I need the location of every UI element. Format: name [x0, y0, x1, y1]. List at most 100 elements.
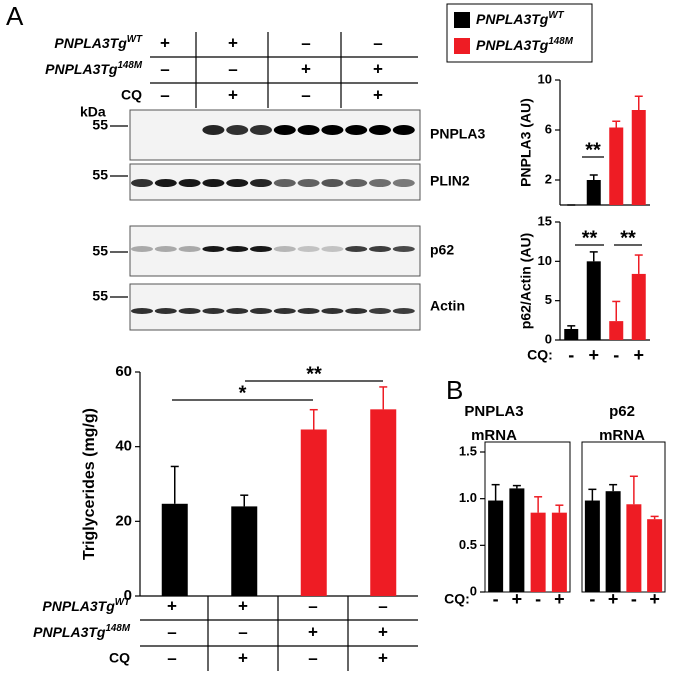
blot-band	[273, 246, 296, 252]
blot-band	[154, 246, 177, 252]
blot-band	[226, 125, 249, 135]
bar	[584, 500, 600, 592]
cell: –	[373, 33, 382, 52]
blot-band	[345, 308, 368, 314]
blot-band	[178, 246, 201, 252]
kda-marker: 55	[92, 117, 108, 133]
cell: –	[160, 59, 169, 78]
cell: –	[308, 596, 317, 615]
cell: +	[308, 622, 318, 641]
y-tick-label: 0	[545, 331, 552, 346]
blot-band	[178, 179, 201, 187]
x-tick-label: -	[568, 345, 574, 365]
cell: +	[228, 33, 238, 52]
x-tick-label: -	[535, 589, 541, 609]
bar	[586, 261, 601, 340]
label-base: PNPLA3Tg	[33, 624, 106, 640]
blot-band	[273, 125, 296, 135]
blot-band	[369, 308, 391, 314]
legend-box	[446, 3, 593, 63]
blot-band	[202, 179, 225, 187]
significance: **	[582, 227, 598, 249]
blot-band	[226, 179, 249, 187]
bar	[509, 488, 525, 592]
blot-band	[250, 246, 272, 252]
blot-label: PLIN2	[430, 173, 470, 189]
bar	[609, 127, 624, 205]
blot-band	[273, 179, 296, 187]
blot-label: PNPLA3	[430, 126, 485, 142]
y-tick-label: 5	[545, 292, 552, 307]
cell: –	[167, 622, 176, 641]
blot-band	[154, 308, 177, 314]
cell: –	[308, 648, 317, 667]
chart-title: mRNA	[471, 427, 517, 444]
blot-band	[202, 125, 225, 135]
blot-band	[226, 308, 249, 314]
blot-label: Actin	[430, 298, 465, 314]
bar	[530, 512, 546, 592]
blot-band	[297, 179, 320, 187]
blot-band	[369, 179, 391, 187]
bar	[370, 409, 397, 596]
cell: +	[373, 59, 383, 78]
cell: +	[301, 59, 311, 78]
label-sup: WT	[127, 34, 143, 45]
row-label: PNPLA3TgWT	[42, 597, 131, 614]
label-sup: WT	[548, 10, 564, 21]
blot-band	[154, 179, 177, 187]
cq-label: CQ:	[527, 347, 553, 363]
label-base: PNPLA3Tg	[476, 37, 549, 53]
y-tick-label: 15	[538, 213, 552, 228]
row-label: PNPLA3Tg148M	[45, 60, 143, 77]
cell: –	[238, 622, 247, 641]
plot-frame	[581, 441, 666, 593]
y-tick-label: 6	[545, 121, 552, 136]
cq-label: CQ:	[444, 591, 470, 607]
blot-band	[321, 179, 344, 187]
blot-band	[392, 179, 415, 187]
y-tick-label: 40	[115, 438, 132, 455]
y-axis-label: PNPLA3 (AU)	[518, 98, 534, 187]
blot-band	[369, 246, 391, 252]
blot-band	[392, 246, 415, 252]
blot-band	[131, 179, 153, 187]
bar	[161, 503, 188, 596]
blot-band	[297, 125, 320, 135]
significance: **	[620, 227, 636, 249]
row-label: CQ	[109, 650, 130, 666]
x-tick-label: +	[649, 589, 660, 609]
bar	[609, 321, 624, 340]
bar	[231, 506, 258, 596]
cell: +	[160, 33, 170, 52]
blot-band	[250, 179, 272, 187]
label-sup: 148M	[117, 60, 142, 71]
blot	[129, 283, 421, 331]
blot-band	[131, 308, 153, 314]
blot	[129, 109, 421, 161]
blot-band	[226, 246, 249, 252]
blot-band	[250, 308, 272, 314]
blot-band	[321, 308, 344, 314]
cell: –	[228, 59, 237, 78]
bar	[551, 512, 567, 592]
blot-band	[131, 246, 153, 252]
row-label: PNPLA3Tg148M	[33, 623, 131, 640]
blot-band	[321, 125, 344, 135]
blot-label: p62	[430, 242, 454, 258]
cell: +	[378, 622, 388, 641]
chart-title: mRNA	[599, 427, 645, 444]
blot-band	[250, 125, 272, 135]
y-tick-label: 0	[124, 587, 132, 604]
panel-letter: A	[6, 1, 24, 31]
x-tick-label: -	[613, 345, 619, 365]
bar	[300, 429, 327, 596]
label-base: PNPLA3Tg	[54, 35, 127, 51]
blot-band	[273, 308, 296, 314]
x-tick-label: +	[554, 589, 565, 609]
cell: –	[301, 85, 310, 104]
blot-band	[345, 125, 368, 135]
plot-frame	[484, 441, 571, 593]
significance: *	[239, 382, 247, 404]
bar	[564, 328, 579, 340]
